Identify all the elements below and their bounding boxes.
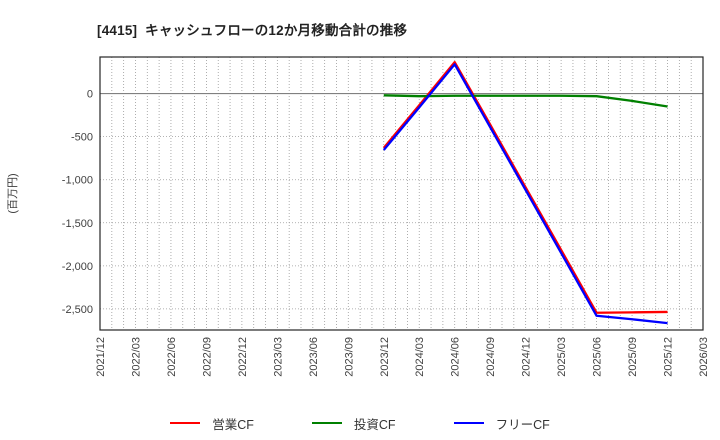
svg-text:-1,000: -1,000 [62, 175, 93, 187]
series-line-フリーCF [382, 63, 668, 325]
chart-title: [4415] キャッシュフローの12か月移動合計の推移 [97, 23, 408, 38]
series-line-営業CF [382, 61, 668, 314]
svg-text:2026/03: 2026/03 [698, 337, 710, 377]
legend-item-operating-cf: 営業CF [170, 414, 254, 433]
svg-text:-1,500: -1,500 [62, 218, 93, 230]
free-cf-line-swatch [453, 422, 484, 424]
operating-cf-line-swatch [170, 422, 201, 424]
svg-text:2022/06: 2022/06 [166, 337, 178, 377]
svg-text:2021/12: 2021/12 [95, 337, 107, 377]
y-axis-unit-label: (百万円) [7, 173, 19, 213]
svg-text:2022/12: 2022/12 [237, 337, 249, 377]
svg-text:2025/03: 2025/03 [556, 337, 568, 377]
svg-text:2022/09: 2022/09 [201, 337, 213, 377]
svg-text:2025/09: 2025/09 [627, 337, 639, 377]
svg-text:2023/06: 2023/06 [308, 337, 320, 377]
legend-item-investing-cf: 投資CF [311, 414, 396, 433]
svg-text:2024/06: 2024/06 [450, 337, 462, 377]
svg-text:2023/12: 2023/12 [379, 337, 391, 377]
legend-item-free-cf: フリーCF [453, 414, 550, 433]
svg-text:2025/06: 2025/06 [592, 337, 604, 377]
svg-text:-2,000: -2,000 [62, 261, 93, 273]
svg-text:2024/12: 2024/12 [521, 337, 533, 377]
svg-text:2025/12: 2025/12 [663, 337, 675, 377]
svg-text:-500: -500 [71, 132, 93, 144]
legend-label-free-cf: フリーCF [495, 417, 550, 432]
svg-text:2022/03: 2022/03 [130, 337, 142, 377]
investing-cf-line-swatch [311, 422, 342, 424]
chart-legend: 営業CF 投資CF フリーCF [0, 411, 720, 435]
legend-label-investing-cf: 投資CF [353, 417, 396, 432]
svg-text:2023/03: 2023/03 [272, 337, 284, 377]
series-line-投資CF [383, 94, 668, 108]
svg-text:2023/09: 2023/09 [343, 337, 355, 377]
svg-text:0: 0 [87, 89, 93, 101]
svg-text:-2,500: -2,500 [62, 304, 93, 316]
svg-text:2024/09: 2024/09 [485, 337, 497, 377]
svg-text:2024/03: 2024/03 [414, 337, 426, 377]
legend-label-operating-cf: 営業CF [212, 417, 254, 432]
